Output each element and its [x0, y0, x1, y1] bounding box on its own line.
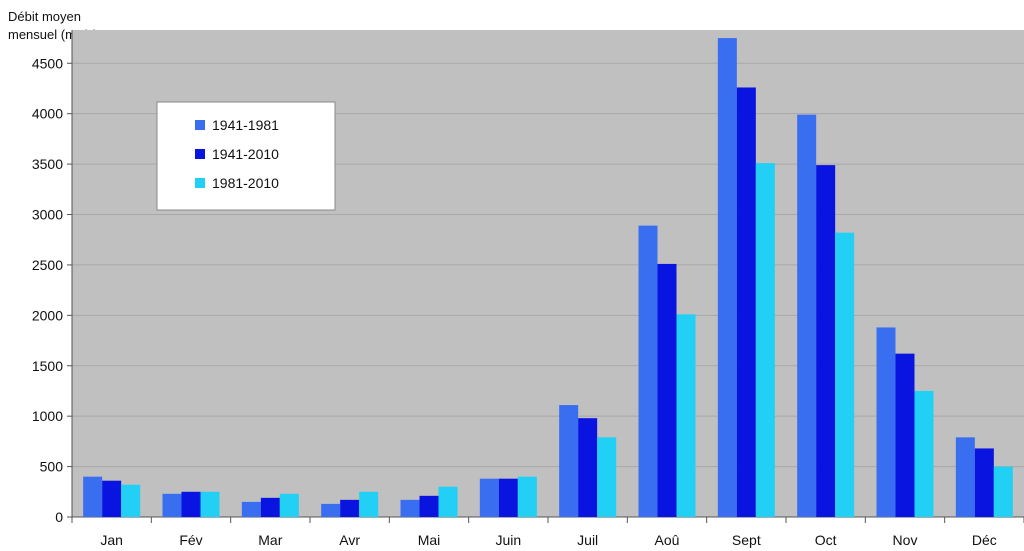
- bar: [200, 491, 220, 517]
- bar: [835, 232, 855, 517]
- y-tick-label: 4500: [32, 55, 63, 71]
- bar: [676, 314, 696, 517]
- bar: [359, 491, 379, 517]
- bar: [400, 499, 420, 517]
- bar: [974, 448, 994, 517]
- bar: [993, 466, 1013, 517]
- bar: [914, 390, 934, 517]
- x-tick-label: Aoû: [655, 532, 680, 548]
- bar: [181, 491, 201, 517]
- bar: [597, 437, 617, 517]
- bar: [162, 493, 182, 517]
- bar: [755, 163, 775, 517]
- bar: [241, 501, 261, 517]
- bar: [498, 478, 518, 517]
- bar: [736, 87, 756, 517]
- y-tick-label: 3000: [32, 207, 63, 223]
- y-tick-label: 4000: [32, 106, 63, 122]
- y-tick-label: 0: [55, 509, 63, 525]
- bar: [955, 437, 975, 517]
- bar: [419, 495, 439, 517]
- y-tick-label: 2000: [32, 307, 63, 323]
- bar: [816, 165, 836, 517]
- x-tick-label: Mai: [418, 532, 441, 548]
- bar: [321, 503, 341, 517]
- y-tick-label: 500: [40, 459, 64, 475]
- x-tick-label: Sept: [732, 532, 761, 548]
- x-tick-label: Avr: [339, 532, 360, 548]
- y-axis-label-line1: Débit moyen: [8, 9, 81, 24]
- bar: [717, 38, 737, 517]
- bar: [121, 484, 141, 517]
- bar: [83, 476, 103, 517]
- bar: [797, 114, 817, 518]
- x-tick-label: Déc: [972, 532, 997, 548]
- bar: [638, 225, 658, 517]
- bar: [895, 353, 915, 517]
- legend-swatch: [195, 149, 205, 159]
- legend-box: [156, 101, 336, 211]
- y-tick-label: 1000: [32, 408, 63, 424]
- bar: [517, 476, 537, 517]
- y-tick-label: 3500: [32, 156, 63, 172]
- bars: [83, 38, 1013, 518]
- bar: [479, 478, 499, 517]
- legend-label: 1981-2010: [212, 175, 279, 191]
- bar: [657, 263, 677, 517]
- x-axis: Jan Fév Mar Avr Mai Juin Juil Aoû Sept Oct Nov Déc: [71, 516, 1024, 548]
- x-tick-label: Juil: [577, 532, 598, 548]
- x-tick-label: Jan: [100, 532, 123, 548]
- y-tick-label: 1500: [32, 358, 63, 374]
- x-tick-label: Fév: [179, 532, 202, 548]
- y-tick-label: 2500: [32, 257, 63, 273]
- bar: [559, 405, 579, 517]
- legend: 1941-1981 1941-2010 1981-2010: [156, 101, 336, 211]
- bar: [578, 418, 598, 517]
- bar: [876, 327, 896, 517]
- y-axis: 0 500 1000 1500 2000 2500 3000 3500 4000 4500: [32, 30, 73, 525]
- legend-label: 1941-2010: [212, 146, 279, 162]
- bar: [279, 493, 299, 517]
- legend-swatch: [195, 120, 205, 130]
- bar: [438, 486, 458, 517]
- bar: [260, 497, 280, 517]
- x-tick-label: Nov: [893, 532, 918, 548]
- bar: [340, 499, 360, 517]
- x-tick-label: Juin: [495, 532, 521, 548]
- legend-label: 1941-1981: [212, 117, 279, 133]
- legend-swatch: [195, 178, 205, 188]
- bar: [102, 480, 122, 517]
- x-tick-label: Oct: [815, 532, 837, 548]
- x-tick-label: Mar: [258, 532, 282, 548]
